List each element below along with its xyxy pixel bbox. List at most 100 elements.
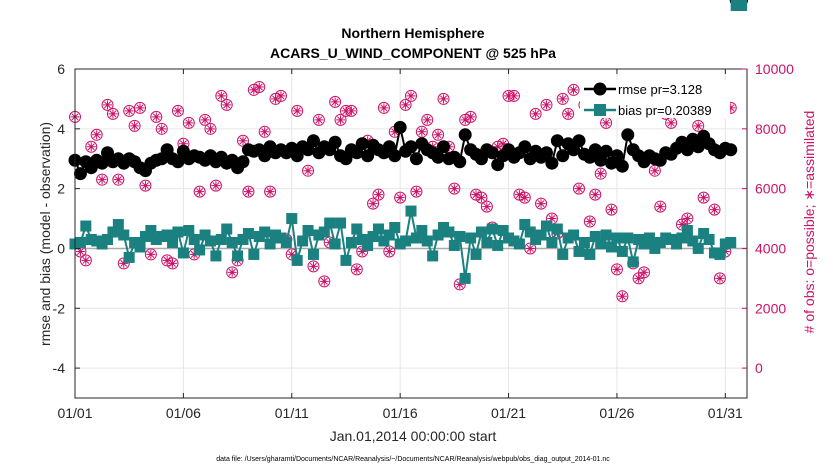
obs-possible-point xyxy=(405,89,417,102)
rmse-point xyxy=(236,155,250,169)
bias-point xyxy=(345,236,357,248)
obs-assimilated-point xyxy=(97,175,107,185)
obs-assimilated-point xyxy=(639,267,649,277)
bias-point xyxy=(74,236,86,248)
obs-assimilated-point xyxy=(682,214,692,224)
obs-possible-point xyxy=(616,290,629,303)
bias-point xyxy=(134,241,146,253)
obs-assimilated-point xyxy=(401,100,411,110)
bias-point xyxy=(372,223,384,235)
obs-possible-point xyxy=(79,254,92,267)
bias-point xyxy=(102,233,114,245)
bias-point xyxy=(215,233,227,245)
bias-point xyxy=(481,236,493,248)
obs-assimilated-point xyxy=(352,264,362,274)
bias-point xyxy=(123,251,135,263)
obs-assimilated-point xyxy=(433,130,443,140)
obs-assimilated-point xyxy=(439,94,449,104)
obs-assimilated-point xyxy=(238,136,248,146)
bias-point xyxy=(546,236,558,248)
bias-point xyxy=(405,205,417,217)
bias-point xyxy=(589,230,601,242)
obs-possible-point xyxy=(610,263,623,276)
obs-possible-point xyxy=(226,266,239,279)
y-axis-right: 0 2000 4000 6000 8000 10000 xyxy=(742,61,794,376)
x-tick-label: 01/16 xyxy=(383,405,418,421)
obs-assimilated-point xyxy=(493,142,503,152)
bias-point xyxy=(698,228,710,239)
obs-assimilated-point xyxy=(243,187,253,197)
obs-assimilated-point xyxy=(498,139,508,149)
bias-point xyxy=(519,219,531,231)
rmse-point xyxy=(171,155,185,169)
obs-possible-point xyxy=(334,113,347,126)
obs-possible-point xyxy=(713,272,726,285)
bias-point xyxy=(226,236,238,248)
obs-possible-point xyxy=(318,275,331,288)
obs-possible-point xyxy=(399,98,412,111)
rmse-point xyxy=(724,143,738,157)
bias-point xyxy=(329,238,341,250)
obs-assimilated-point xyxy=(119,258,129,268)
obs-possible-point xyxy=(150,110,163,123)
bias-point xyxy=(703,233,715,245)
bias-point xyxy=(118,229,130,241)
obs-possible-point xyxy=(171,104,184,117)
obs-assimilated-point xyxy=(81,255,91,265)
rmse-point xyxy=(458,128,472,142)
x-tick-label: 01/21 xyxy=(491,405,526,421)
bias-point xyxy=(649,242,661,254)
obs-possible-point xyxy=(475,191,488,204)
obs-assimilated-point xyxy=(319,276,329,286)
obs-assimilated-point xyxy=(346,106,356,116)
obs-possible-point xyxy=(708,203,721,216)
obs-possible-point xyxy=(90,128,103,141)
x-tick-label: 01/31 xyxy=(708,405,743,421)
y-axis-left: -4 -2 0 2 4 6 xyxy=(53,61,80,376)
rmse-point xyxy=(404,140,418,154)
rmse-point xyxy=(599,144,613,158)
obs-assimilated-point xyxy=(726,103,736,113)
obs-possible-point xyxy=(692,119,705,132)
obs-possible-point xyxy=(96,173,109,186)
legend-rmse-marker xyxy=(593,82,607,96)
y-tick-label: -2 xyxy=(53,300,66,316)
bias-point xyxy=(112,219,124,231)
bias-point xyxy=(578,236,590,248)
rmse-point xyxy=(556,149,570,163)
obs-assimilated-point xyxy=(634,273,644,283)
bias-point xyxy=(356,233,368,245)
bias-point xyxy=(725,236,737,248)
obs-assimilated-point xyxy=(482,202,492,212)
rmse-point xyxy=(539,146,553,160)
obs-possible-point xyxy=(155,122,168,135)
bias-point xyxy=(475,226,487,238)
bias-point xyxy=(221,223,233,235)
obs-assimilated-point xyxy=(330,97,340,107)
bias-point xyxy=(400,235,412,247)
y2-tick-label: 10000 xyxy=(755,61,794,77)
bias-point xyxy=(324,217,336,229)
obs-assimilated-point xyxy=(471,190,481,200)
bias-point xyxy=(167,236,179,248)
bias-point xyxy=(638,238,650,250)
y2-tick-label: 6000 xyxy=(755,181,786,197)
bias-point xyxy=(736,0,748,11)
bias-point xyxy=(681,225,693,237)
legend-bias-label: bias pr=0.20389 xyxy=(618,103,712,118)
bias-point xyxy=(264,238,276,250)
bias-point xyxy=(692,242,704,254)
x-axis-label: Jan.01,2014 00:00:00 start xyxy=(330,428,497,444)
obs-assimilated-point xyxy=(411,187,421,197)
rmse-point xyxy=(431,150,445,164)
obs-assimilated-point xyxy=(514,190,524,200)
bias-point xyxy=(107,226,119,238)
obs-assimilated-point xyxy=(395,193,405,203)
bias-point xyxy=(448,239,460,251)
obs-assimilated-point xyxy=(547,214,557,224)
rmse-point xyxy=(610,149,624,163)
obs-assimilated-point xyxy=(124,106,134,116)
obs-possible-point xyxy=(394,191,407,204)
obs-possible-point xyxy=(204,122,217,135)
